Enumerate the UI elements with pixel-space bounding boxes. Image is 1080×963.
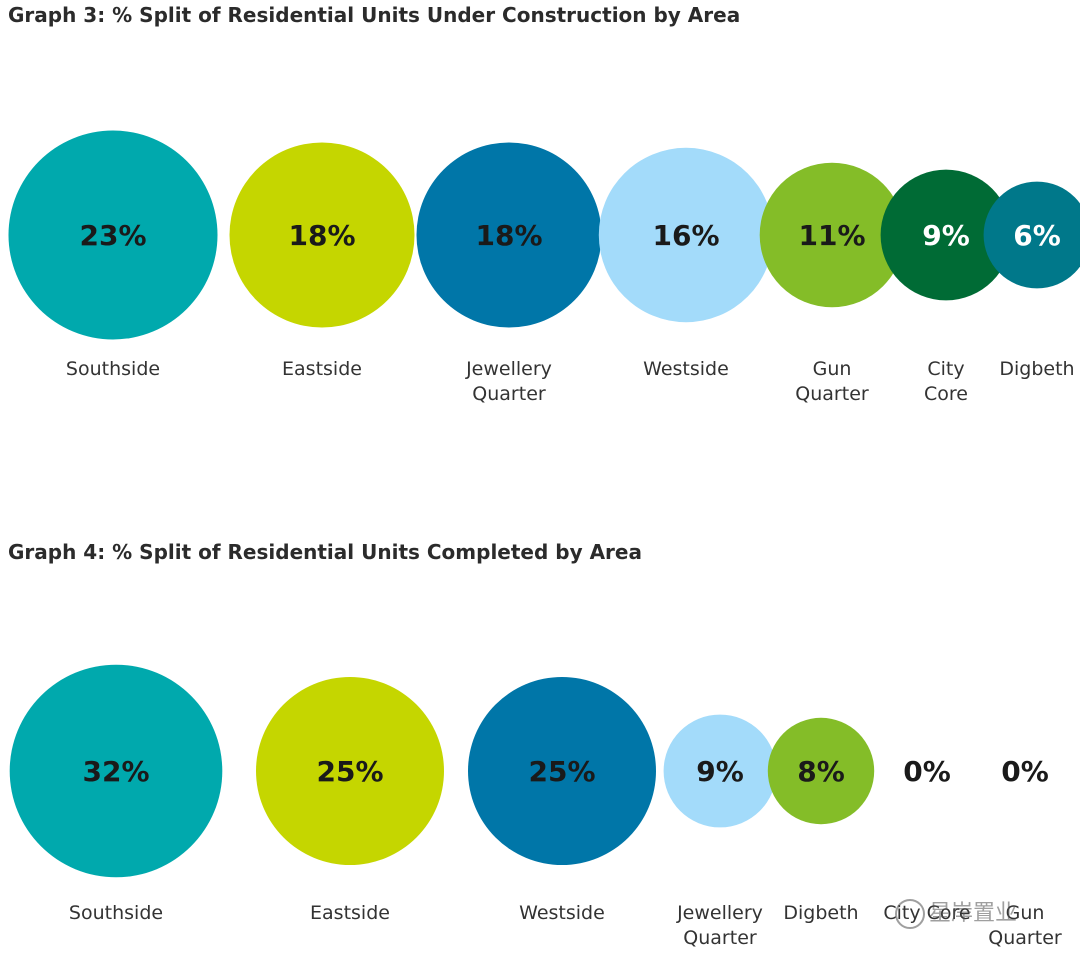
g4-bubble-group: 32% Southside <box>9 664 223 924</box>
g4-bubble-group: 0% Gun Quarter <box>988 755 1062 949</box>
g3-bubble-digbeth <box>983 181 1080 289</box>
watermark: 星岸置业 <box>895 895 1017 929</box>
g3-bubble-group: 16% Westside <box>598 147 774 380</box>
g3-value-label: 18% <box>288 219 355 252</box>
g3-value-label: 9% <box>922 219 970 252</box>
g3-category-label: Gun <box>813 358 852 380</box>
g4-bubble-group: 8% Digbeth <box>767 717 875 924</box>
g3-bubble-southside <box>8 130 218 340</box>
graph3-chart: 23% Southside 18% Eastside 18% Jewellery Quart… <box>8 130 1080 405</box>
g4-bubble-digbeth <box>767 717 875 825</box>
g3-value-label: 23% <box>79 219 146 252</box>
g3-bubble-group: 23% Southside <box>8 130 218 380</box>
g4-category-label: Jewellery <box>676 902 763 924</box>
g3-bubble-westside <box>598 147 774 323</box>
g4-value-label: 25% <box>528 755 595 788</box>
watermark-text: 星岸置业 <box>929 901 1018 926</box>
g4-bubble-group: 25% Westside <box>468 677 656 924</box>
g4-category-label: Eastside <box>310 902 390 924</box>
g3-category-label: Digbeth <box>999 358 1074 380</box>
g3-category-label: Quarter <box>795 383 869 405</box>
g3-category-label: Southside <box>66 358 160 380</box>
g3-category-label: Eastside <box>282 358 362 380</box>
g4-value-label: 9% <box>696 755 744 788</box>
g3-value-label: 6% <box>1013 219 1061 252</box>
g4-value-label: 0% <box>903 755 951 788</box>
g3-bubble-group: 9% City Core <box>880 169 1012 405</box>
g4-category-label: Southside <box>69 902 163 924</box>
g4-bubble-group: 9% Jewellery Quarter <box>663 714 777 949</box>
g3-bubble-eastside <box>229 142 415 328</box>
g3-value-label: 11% <box>798 219 865 252</box>
g3-category-label: Quarter <box>472 383 546 405</box>
g3-bubble-city-core <box>880 169 1012 301</box>
g3-value-label: 16% <box>652 219 719 252</box>
g3-bubble-group: 18% Eastside <box>229 142 415 380</box>
g3-bubble-gun-quarter <box>759 162 905 308</box>
g4-category-label: Gun <box>1006 902 1045 924</box>
g3-bubble-jewellery-quarter <box>416 142 602 328</box>
g4-bubble-group: 25% Eastside <box>256 677 444 924</box>
g3-value-label: 18% <box>475 219 542 252</box>
g3-bubble-group: 18% Jewellery Quarter <box>416 142 602 405</box>
g3-bubble-group: 11% Gun Quarter <box>759 162 905 405</box>
g3-bubble-group: 6% Digbeth <box>983 181 1080 380</box>
wechat-icon <box>895 899 925 929</box>
g4-category-label: Westside <box>519 902 605 924</box>
g3-category-label: Core <box>924 383 968 405</box>
g4-category-label: Quarter <box>683 927 757 949</box>
g4-bubble-westside <box>468 677 656 865</box>
g4-value-label: 0% <box>1001 755 1049 788</box>
g4-bubble-southside <box>9 664 223 878</box>
g4-value-label: 25% <box>316 755 383 788</box>
g4-bubble-eastside <box>256 677 444 865</box>
g4-value-label: 8% <box>797 755 845 788</box>
g4-bubble-jewellery-quarter <box>663 714 777 828</box>
g4-category-label: Digbeth <box>783 902 858 924</box>
g4-category-label: Quarter <box>988 927 1062 949</box>
g3-category-label: City <box>927 358 964 380</box>
g4-value-label: 32% <box>82 755 149 788</box>
g3-category-label: Westside <box>643 358 729 380</box>
graph3-title: Graph 3: % Split of Residential Units Un… <box>8 3 741 27</box>
graph4-title: Graph 4: % Split of Residential Units Co… <box>8 540 642 564</box>
g3-category-label: Jewellery <box>465 358 552 380</box>
graph4-chart: 32% Southside 25% Eastside 25% Westside 9% Jewe… <box>9 664 1062 949</box>
